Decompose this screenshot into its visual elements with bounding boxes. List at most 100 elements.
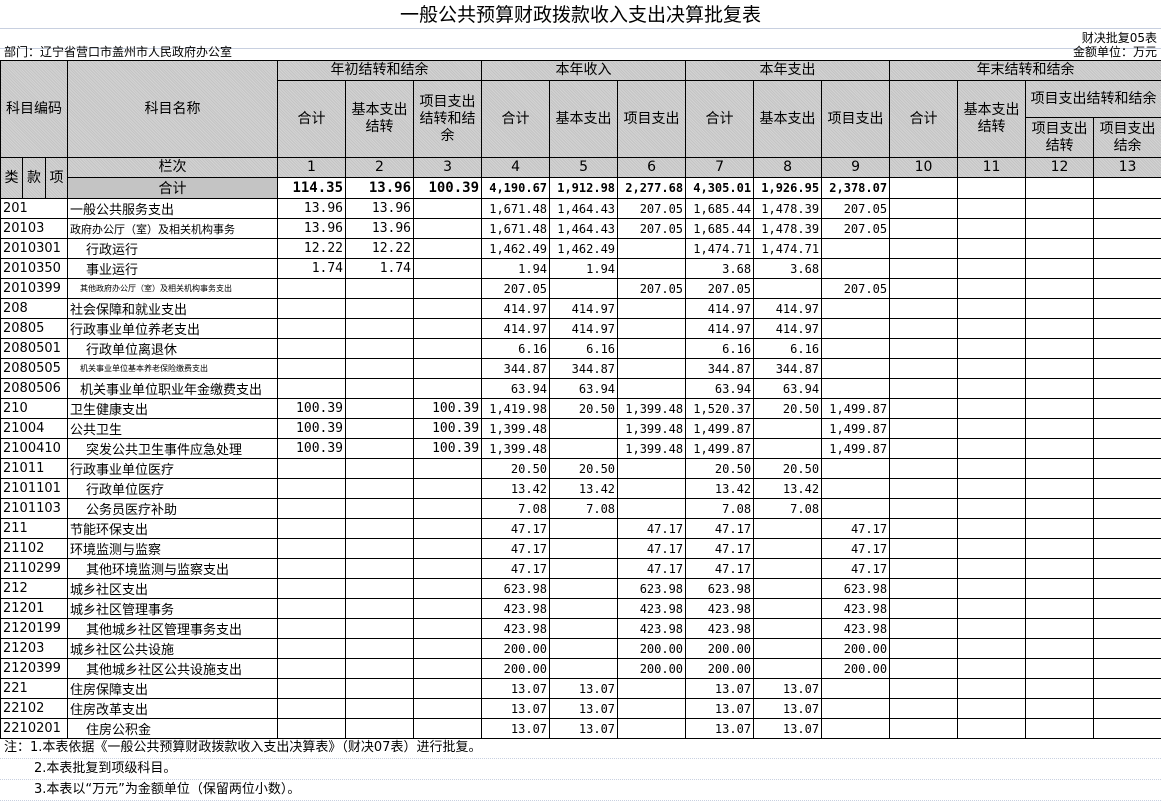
amount-cell[interactable]: 1,462.49 (482, 239, 550, 259)
amount-cell[interactable] (958, 499, 1026, 519)
amount-cell[interactable] (618, 299, 686, 319)
amount-cell[interactable] (550, 639, 618, 659)
amount-cell[interactable]: 207.05 (822, 279, 890, 299)
subject-code[interactable]: 2080506 (1, 379, 68, 399)
amount-cell[interactable] (346, 699, 414, 719)
amount-cell[interactable] (414, 319, 482, 339)
subject-code[interactable]: 2080501 (1, 339, 68, 359)
amount-cell[interactable]: 414.97 (686, 299, 754, 319)
amount-cell[interactable] (1026, 259, 1094, 279)
subject-name[interactable]: 行政单位离退休 (68, 339, 278, 359)
amount-cell[interactable] (346, 279, 414, 299)
amount-cell[interactable] (958, 719, 1026, 739)
subject-name[interactable]: 环境监测与监察 (68, 539, 278, 559)
amount-cell[interactable] (958, 339, 1026, 359)
amount-cell[interactable] (958, 319, 1026, 339)
amount-cell[interactable]: 1,478.39 (754, 219, 822, 239)
amount-cell[interactable] (278, 279, 346, 299)
amount-cell[interactable] (618, 379, 686, 399)
amount-cell[interactable] (414, 199, 482, 219)
amount-cell[interactable]: 1,464.43 (550, 199, 618, 219)
amount-cell[interactable]: 100.39 (414, 419, 482, 439)
amount-cell[interactable] (1094, 399, 1161, 419)
amount-cell[interactable]: 344.87 (482, 359, 550, 379)
amount-cell[interactable] (754, 519, 822, 539)
amount-cell[interactable]: 200.00 (686, 639, 754, 659)
amount-cell[interactable] (1026, 459, 1094, 479)
amount-cell[interactable] (1094, 439, 1161, 459)
amount-cell[interactable]: 423.98 (482, 619, 550, 639)
amount-cell[interactable]: 1,499.87 (686, 419, 754, 439)
amount-cell[interactable] (346, 719, 414, 739)
amount-cell[interactable] (414, 539, 482, 559)
amount-cell[interactable]: 63.94 (550, 379, 618, 399)
amount-cell[interactable] (1094, 619, 1161, 639)
amount-cell[interactable]: 63.94 (686, 379, 754, 399)
amount-cell[interactable]: 1.74 (346, 259, 414, 279)
amount-cell[interactable]: 63.94 (754, 379, 822, 399)
amount-cell[interactable] (346, 419, 414, 439)
amount-cell[interactable] (1026, 279, 1094, 299)
subject-name[interactable]: 其他城乡社区管理事务支出 (68, 619, 278, 639)
subject-name[interactable]: 节能环保支出 (68, 519, 278, 539)
amount-cell[interactable] (1026, 339, 1094, 359)
subject-name[interactable]: 城乡社区管理事务 (68, 599, 278, 619)
amount-cell[interactable] (822, 499, 890, 519)
amount-cell[interactable] (958, 599, 1026, 619)
subject-code[interactable]: 2080505 (1, 359, 68, 379)
subject-name[interactable]: 其他环境监测与监察支出 (68, 559, 278, 579)
amount-cell[interactable]: 1,520.37 (686, 399, 754, 419)
amount-cell[interactable]: 13.07 (686, 719, 754, 739)
amount-cell[interactable] (958, 539, 1026, 559)
amount-cell[interactable]: 13.07 (754, 699, 822, 719)
amount-cell[interactable] (278, 719, 346, 739)
amount-cell[interactable] (278, 339, 346, 359)
amount-cell[interactable] (822, 479, 890, 499)
amount-cell[interactable]: 1,399.48 (482, 419, 550, 439)
amount-cell[interactable] (1026, 719, 1094, 739)
amount-cell[interactable] (754, 279, 822, 299)
amount-cell[interactable]: 20.50 (754, 399, 822, 419)
amount-cell[interactable]: 207.05 (618, 279, 686, 299)
amount-cell[interactable] (890, 659, 958, 679)
amount-cell[interactable] (414, 379, 482, 399)
amount-cell[interactable]: 3.68 (686, 259, 754, 279)
amount-cell[interactable]: 414.97 (686, 319, 754, 339)
amount-cell[interactable] (890, 259, 958, 279)
amount-cell[interactable]: 13.07 (686, 699, 754, 719)
amount-cell[interactable] (278, 539, 346, 559)
amount-cell[interactable]: 1,419.98 (482, 399, 550, 419)
amount-cell[interactable] (414, 459, 482, 479)
amount-cell[interactable]: 100.39 (414, 439, 482, 459)
amount-cell[interactable] (278, 639, 346, 659)
amount-cell[interactable] (550, 619, 618, 639)
total-cell[interactable]: 1,912.98 (550, 178, 618, 199)
amount-cell[interactable] (1026, 679, 1094, 699)
amount-cell[interactable]: 13.07 (754, 719, 822, 739)
amount-cell[interactable] (550, 599, 618, 619)
amount-cell[interactable] (1026, 359, 1094, 379)
amount-cell[interactable] (278, 459, 346, 479)
subject-code[interactable]: 21011 (1, 459, 68, 479)
amount-cell[interactable]: 13.07 (754, 679, 822, 699)
amount-cell[interactable] (958, 579, 1026, 599)
subject-code[interactable]: 21201 (1, 599, 68, 619)
subject-name[interactable]: 政府办公厅（室）及相关机构事务 (68, 219, 278, 239)
amount-cell[interactable] (1094, 699, 1161, 719)
amount-cell[interactable] (1094, 339, 1161, 359)
subject-name[interactable]: 城乡社区支出 (68, 579, 278, 599)
amount-cell[interactable]: 13.42 (482, 479, 550, 499)
amount-cell[interactable] (890, 299, 958, 319)
amount-cell[interactable] (1094, 219, 1161, 239)
amount-cell[interactable] (1026, 699, 1094, 719)
amount-cell[interactable] (414, 599, 482, 619)
amount-cell[interactable] (890, 479, 958, 499)
amount-cell[interactable] (1026, 219, 1094, 239)
subject-code[interactable]: 212 (1, 579, 68, 599)
amount-cell[interactable]: 207.05 (618, 219, 686, 239)
amount-cell[interactable]: 12.22 (346, 239, 414, 259)
amount-cell[interactable] (618, 699, 686, 719)
total-cell[interactable]: 4,190.67 (482, 178, 550, 199)
amount-cell[interactable]: 13.07 (686, 679, 754, 699)
amount-cell[interactable]: 623.98 (686, 579, 754, 599)
